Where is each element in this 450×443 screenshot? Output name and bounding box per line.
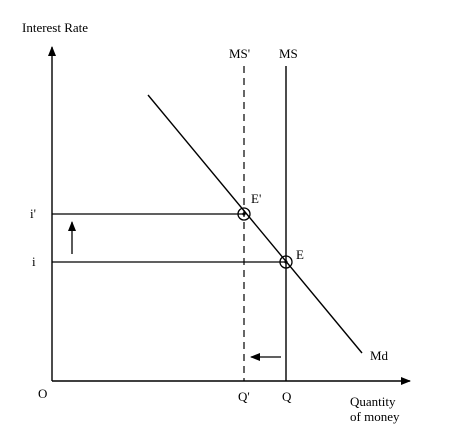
equilibrium-new-label: E'	[251, 191, 261, 206]
money-demand-line	[147, 94, 363, 354]
equilibrium-dot	[284, 260, 288, 264]
money-supply-label: MS	[279, 46, 298, 61]
quantity-new-label: Q'	[238, 389, 250, 404]
x-axis-label-line1: Quantity	[350, 394, 396, 409]
rate-new-label: i'	[30, 206, 36, 221]
equilibrium-new-dot	[242, 212, 246, 216]
equilibrium-marker	[279, 255, 293, 269]
equilibrium-label: E	[296, 247, 304, 262]
money-demand-label: Md	[370, 348, 389, 363]
y-axis-label: Interest Rate	[22, 20, 88, 35]
origin-label: O	[38, 386, 47, 401]
money-supply-new-label: MS'	[229, 46, 250, 61]
rate-label: i	[32, 254, 36, 269]
equilibrium-new-marker	[237, 207, 251, 221]
quantity-label: Q	[282, 389, 292, 404]
x-axis-label-line2: of money	[350, 409, 400, 424]
